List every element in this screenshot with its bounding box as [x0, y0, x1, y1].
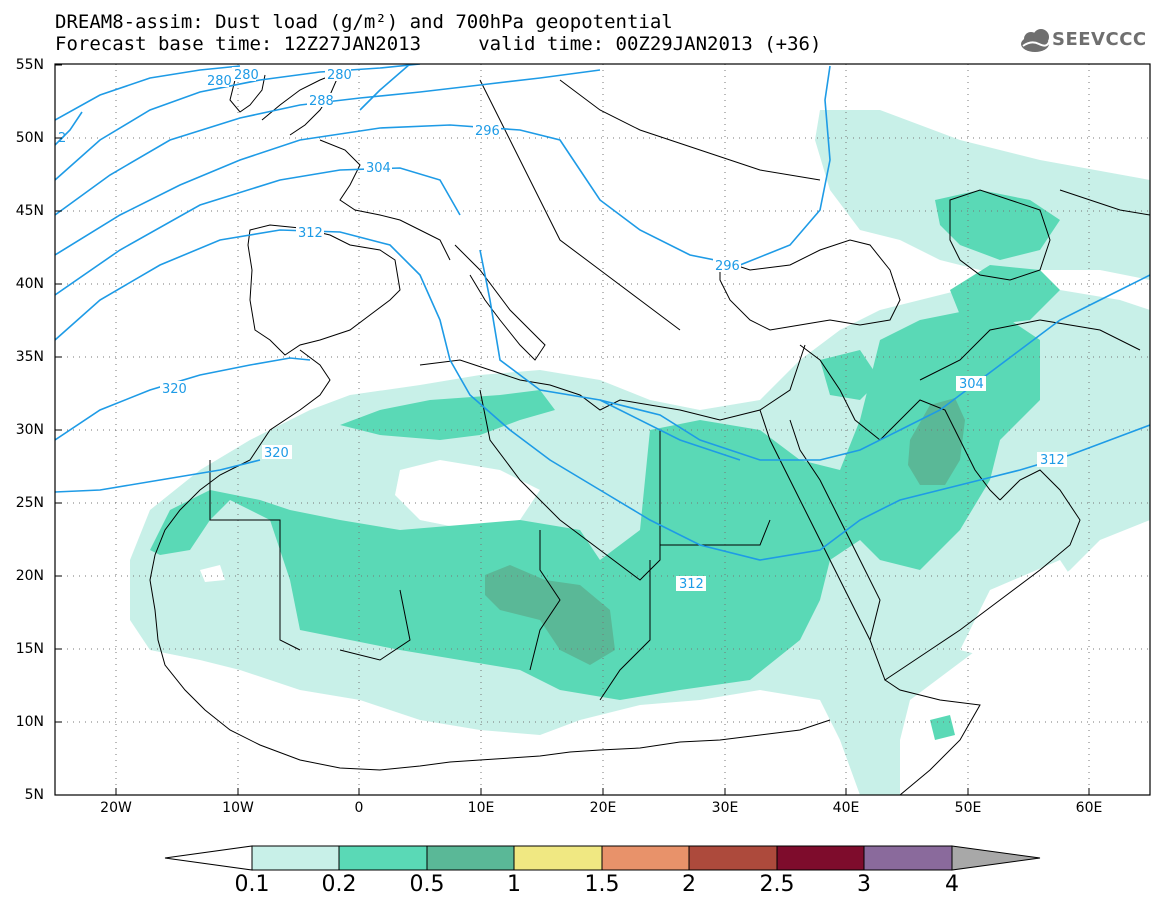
- coastlines: [149, 67, 1150, 795]
- colorbar-label: 0.2: [321, 872, 357, 897]
- lon-label: 10W: [222, 800, 254, 816]
- axis-ticks: [55, 64, 1090, 795]
- lat-label: 35N: [15, 349, 44, 365]
- colorbar-label: 0.5: [409, 872, 445, 897]
- lat-label: 20N: [15, 568, 44, 584]
- lon-label: 0: [354, 800, 364, 816]
- lon-label: 50E: [954, 800, 982, 816]
- contour-label-296b: 296: [715, 259, 740, 274]
- contour-label-304: 304: [366, 161, 391, 176]
- contour-label-2: 2: [58, 131, 66, 146]
- lat-label: 45N: [15, 203, 44, 219]
- lon-label: 60E: [1075, 800, 1103, 816]
- lat-label: 5N: [24, 787, 44, 803]
- colorbar-high-arrow: [951, 845, 1041, 871]
- contour-label-280c: 280: [234, 68, 259, 83]
- colorbar-label: 0.1: [234, 872, 270, 897]
- contour-label-280b: 280: [327, 68, 352, 83]
- lon-label: 20W: [100, 800, 132, 816]
- contour-label-304b: 304: [959, 377, 984, 392]
- colorbar-bin-5: [601, 845, 690, 871]
- contour-label-288: 288: [309, 94, 334, 109]
- dust-shading-medium: [150, 190, 1060, 740]
- graticule: [55, 64, 1150, 795]
- lat-label: 40N: [15, 276, 44, 292]
- lon-label: 20E: [589, 800, 617, 816]
- lat-label: 50N: [15, 130, 44, 146]
- colorbar-bin-3: [426, 845, 515, 871]
- lat-label: 15N: [15, 641, 44, 657]
- lat-label: 30N: [15, 422, 44, 438]
- colorbar-label: 1.5: [584, 872, 620, 897]
- contour-label-280: 280: [207, 74, 232, 89]
- lon-label: 10E: [467, 800, 495, 816]
- logo-text: SEEVCCC: [1052, 29, 1147, 50]
- colorbar-bin-6: [688, 845, 778, 871]
- lat-label: 25N: [15, 495, 44, 511]
- colorbar-label: 2.5: [759, 872, 795, 897]
- contour-label-320: 320: [162, 382, 187, 397]
- contour-label-296: 296: [475, 124, 500, 139]
- colorbar-bin-7: [776, 845, 865, 871]
- colorbar-label: 1: [507, 872, 521, 897]
- contour-label-312b: 312: [1040, 453, 1065, 468]
- colorbar-bin-8: [863, 845, 953, 871]
- map-title: DREAM8-assim: Dust load (g/m²) and 700hP…: [55, 11, 673, 33]
- cloud-icon: [1021, 29, 1050, 52]
- contour-label-312: 312: [298, 226, 323, 241]
- contour-label-312c: 312: [679, 577, 704, 592]
- colorbar: [164, 845, 1041, 871]
- lat-label: 55N: [15, 57, 44, 73]
- colorbar-label: 3: [857, 872, 871, 897]
- colorbar-bin-4: [513, 845, 603, 871]
- lon-label: 30E: [711, 800, 739, 816]
- contour-label-320b: 320: [264, 446, 289, 461]
- colorbar-bin-1: [251, 845, 340, 871]
- colorbar-label: 4: [945, 872, 959, 897]
- colorbar-low-arrow: [164, 845, 253, 871]
- colorbar-bin-2: [338, 845, 428, 871]
- colorbar-label: 2: [682, 872, 696, 897]
- lat-label: 10N: [15, 714, 44, 730]
- map-subtitle: Forecast base time: 12Z27JAN2013 valid t…: [55, 33, 822, 55]
- geopotential-contours: [55, 64, 1150, 561]
- lon-label: 40E: [832, 800, 860, 816]
